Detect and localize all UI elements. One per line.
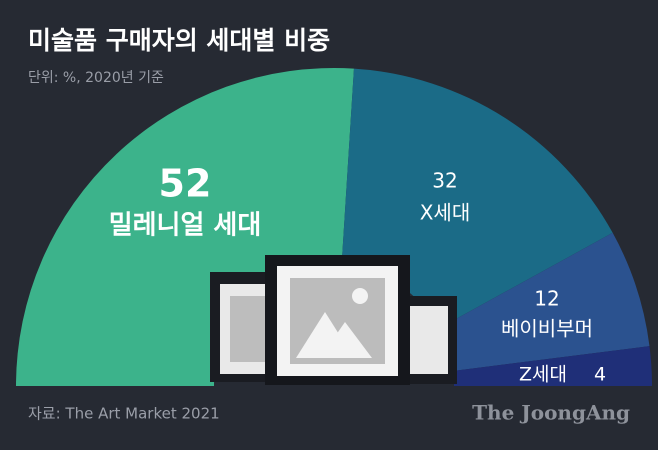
segment — [16, 67, 354, 386]
value-label: 32 — [432, 169, 457, 193]
logo: The JoongAng — [472, 401, 630, 425]
value-label: 12 — [534, 287, 559, 311]
category-label: 밀레니얼 세대 — [109, 211, 262, 241]
chart-title: 미술품 구매자의 세대별 비중 — [28, 26, 330, 55]
segment — [439, 232, 650, 371]
source: 자료: The Art Market 2021 — [28, 405, 220, 423]
value-label: 4 — [594, 364, 606, 386]
picture-frames — [210, 255, 457, 385]
chart-subtitle: 단위: %, 2020년 기준 — [28, 70, 164, 86]
segment — [453, 346, 652, 386]
category-label: Z세대 — [519, 364, 567, 386]
category-label: X세대 — [420, 201, 471, 225]
value-label: 52 — [159, 162, 212, 206]
category-label: 베이비부머 — [501, 317, 593, 341]
